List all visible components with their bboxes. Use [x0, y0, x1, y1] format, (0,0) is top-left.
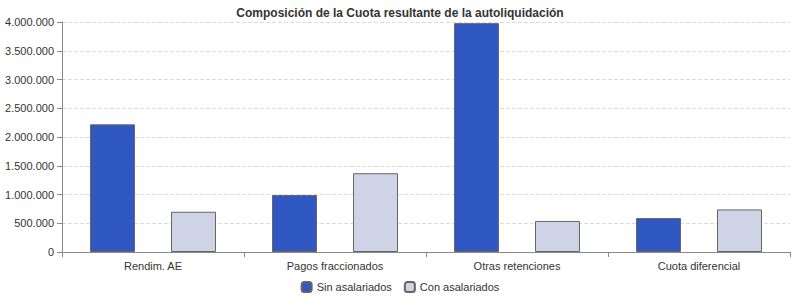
svg-text:Sin asalariados: Sin asalariados — [317, 281, 393, 293]
svg-text:Cuota diferencial: Cuota diferencial — [658, 260, 741, 272]
svg-text:0: 0 — [48, 246, 54, 258]
svg-text:3.000.000: 3.000.000 — [5, 74, 54, 86]
svg-text:Con asalariados: Con asalariados — [420, 281, 500, 293]
svg-text:3.500.000: 3.500.000 — [5, 45, 54, 57]
svg-text:2.000.000: 2.000.000 — [5, 131, 54, 143]
svg-text:4.000.000: 4.000.000 — [5, 16, 54, 28]
svg-text:Pagos fraccionados: Pagos fraccionados — [287, 260, 384, 272]
svg-text:2.500.000: 2.500.000 — [5, 102, 54, 114]
svg-text:1.000.000: 1.000.000 — [5, 189, 54, 201]
svg-text:500.000: 500.000 — [14, 217, 54, 229]
svg-text:1.500.000: 1.500.000 — [5, 160, 54, 172]
svg-text:Otras retenciones: Otras retenciones — [474, 260, 561, 272]
svg-text:Composición de la Cuota result: Composición de la Cuota resultante de la… — [236, 6, 563, 20]
svg-text:Rendim. AE: Rendim. AE — [124, 260, 182, 272]
